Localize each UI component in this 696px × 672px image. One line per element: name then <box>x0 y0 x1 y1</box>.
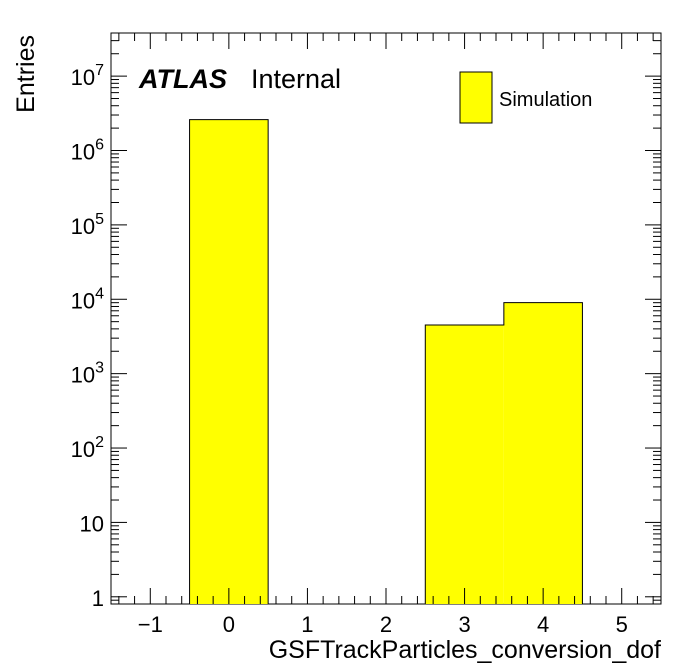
y-tick-label: 102 <box>71 434 104 462</box>
y-tick-label: 10 <box>80 511 104 536</box>
y-tick-label: 1 <box>92 586 104 611</box>
atlas-status-label: Internal <box>251 64 341 94</box>
atlas-label: ATLAS Internal <box>138 64 341 94</box>
y-axis-title: Entries <box>12 35 40 113</box>
legend-swatch-simulation <box>459 71 493 124</box>
atlas-experiment-label: ATLAS <box>138 64 227 94</box>
x-tick-label: −1 <box>138 612 163 637</box>
histogram-bars <box>189 119 583 604</box>
histogram-outline <box>189 119 583 604</box>
x-tick-label: 4 <box>537 612 549 637</box>
x-tick-label: 2 <box>380 612 392 637</box>
histogram-bar <box>503 302 583 604</box>
y-tick-label: 105 <box>71 211 104 239</box>
x-tick-label: 5 <box>616 612 628 637</box>
histogram-bar <box>189 119 269 604</box>
x-tick-label: 0 <box>223 612 235 637</box>
x-tick-label: 3 <box>458 612 470 637</box>
histogram-bar <box>425 325 504 604</box>
y-tick-label: 107 <box>71 62 104 90</box>
legend-label-simulation: Simulation <box>499 89 592 111</box>
legend: Simulation <box>459 71 592 124</box>
y-tick-label: 103 <box>71 360 104 388</box>
x-tick-label: 1 <box>301 612 313 637</box>
axes: −1 0 1 2 3 4 5 1 10 102 103 104 105 106 107 <box>71 33 661 637</box>
x-axis-title: GSFTrackParticles_conversion_dof <box>269 636 661 664</box>
y-tick-label: 104 <box>71 285 104 313</box>
y-tick-label: 106 <box>71 137 104 165</box>
